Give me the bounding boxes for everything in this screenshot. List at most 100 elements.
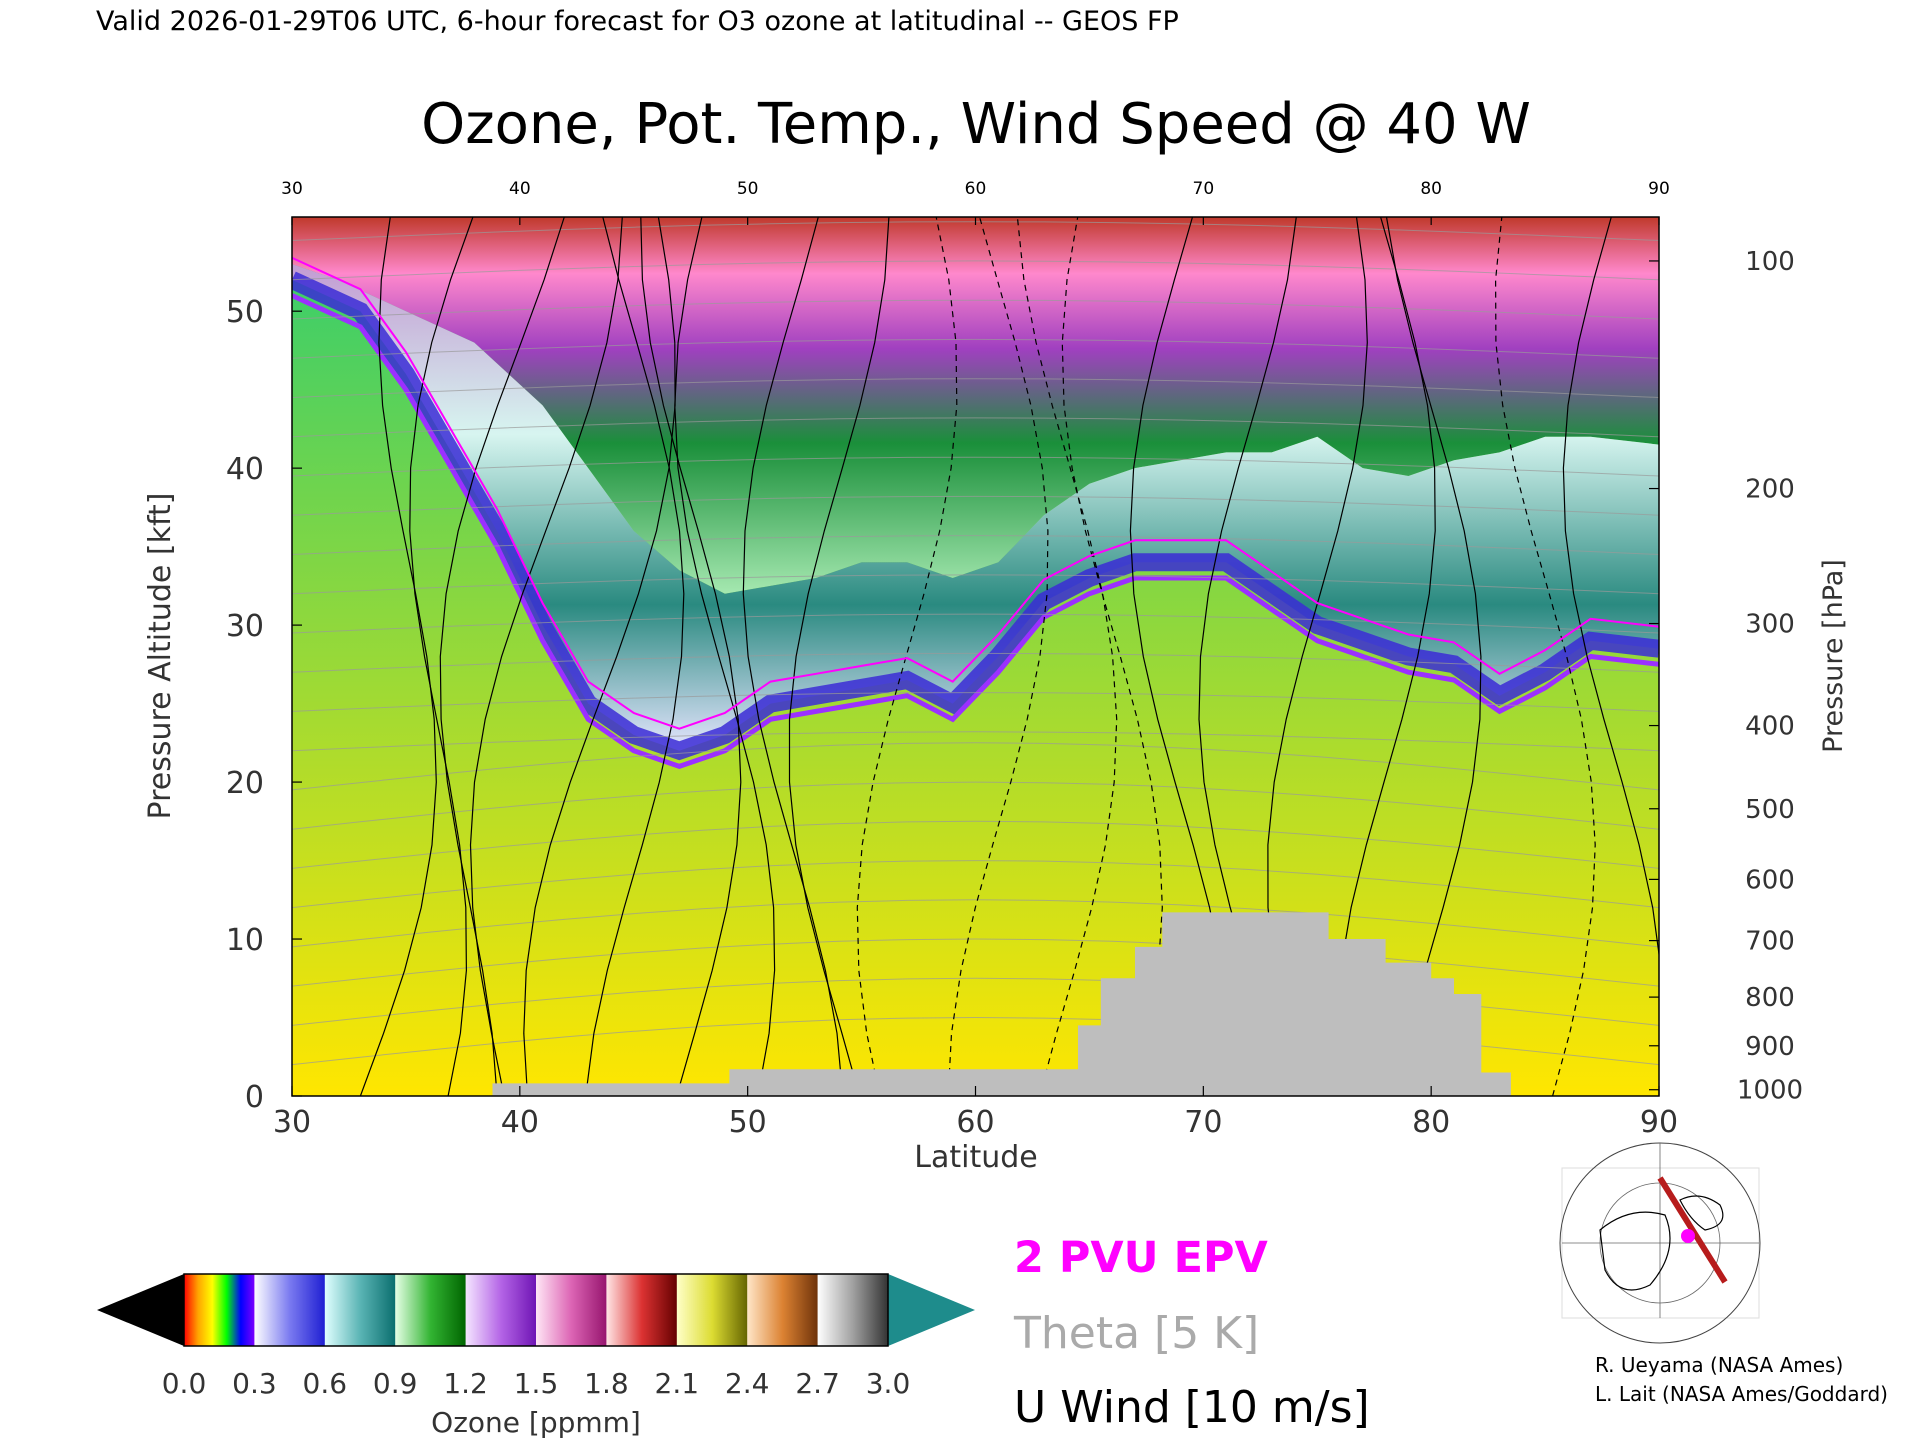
credit-line-1: R. Ueyama (NASA Ames) <box>1595 1353 1843 1377</box>
top-tick-label: 90 <box>1648 179 1670 199</box>
theta-contours <box>292 221 1659 1066</box>
pressure-tick-label: 600 <box>1745 865 1795 895</box>
y-tick-label: 0 <box>245 1080 264 1115</box>
pressure-tick-label: 700 <box>1745 927 1795 957</box>
colorbar-label: Ozone [ppmm] <box>431 1406 641 1439</box>
x-tick-label: 40 <box>501 1105 539 1140</box>
theta-contour <box>292 535 1659 555</box>
u-wind-contour <box>640 217 742 1096</box>
colorbar-under-arrow <box>97 1274 184 1346</box>
y-tick-label: 20 <box>226 766 264 801</box>
pressure-tick-label: 200 <box>1745 475 1795 505</box>
valid-line: Valid 2026-01-29T06 UTC, 6-hour forecast… <box>96 6 1179 37</box>
top-tick-label: 60 <box>965 179 987 199</box>
theta-contour <box>292 860 1659 909</box>
x-tick-label: 60 <box>956 1105 994 1140</box>
tropopause-violet-edge <box>292 293 1659 770</box>
u-wind-contour <box>439 217 565 1096</box>
theta-contour <box>292 781 1659 830</box>
left-axis: 0 10 20 30 40 50 <box>226 295 302 1115</box>
pressure-tick-label: 300 <box>1745 610 1795 640</box>
colorbar-segment <box>606 1274 678 1346</box>
location-marker <box>1681 1229 1695 1243</box>
top-tick-label: 30 <box>281 179 303 199</box>
u-wind-contour <box>409 217 474 1096</box>
colorbar-tick-label: 0.3 <box>232 1367 277 1400</box>
inset-map <box>1559 1142 1761 1344</box>
u-wind-contour <box>788 217 890 1096</box>
colorbar-tick-label: 3.0 <box>866 1367 911 1400</box>
theta-contour <box>292 378 1659 398</box>
colorbar-segment <box>395 1274 467 1346</box>
theta-contour <box>292 692 1659 712</box>
theta-contour <box>292 899 1659 948</box>
colorbar-tick-label: 2.1 <box>655 1367 700 1400</box>
u-wind-contour <box>742 217 844 1096</box>
ozone-colorbar: 0.0 0.3 0.6 0.9 1.2 1.5 1.8 2.1 2.4 2.7 3.0 Ozone … <box>97 1273 975 1439</box>
y-axis-label-right: Pressure [hPa] <box>1818 559 1849 753</box>
colorbar-over-arrow <box>888 1274 975 1346</box>
y-tick-label: 10 <box>226 923 264 958</box>
tropopause-ozone-gradient <box>292 271 1659 761</box>
y-axis-label-left: Pressure Altitude [kft] <box>143 493 178 820</box>
map-coastlines <box>1599 1211 1671 1291</box>
colorbar-tick-label: 2.4 <box>725 1367 770 1400</box>
colorbar-segment <box>747 1274 819 1346</box>
theta-contour <box>292 574 1659 595</box>
y-tick-label: 30 <box>226 609 264 644</box>
theta-contour <box>292 652 1659 673</box>
x-tick-label: 90 <box>1640 1105 1678 1140</box>
pressure-tick-label: 400 <box>1745 712 1795 742</box>
u-wind-contour <box>856 217 958 1096</box>
cross-section-track <box>1657 1176 1728 1284</box>
colorbar-tick-label: 1.8 <box>584 1367 629 1400</box>
colorbar-tick-label: 2.7 <box>795 1367 840 1400</box>
upper-stratosphere-band <box>292 217 1659 594</box>
terrain-mask <box>292 912 1659 1096</box>
u-wind-contour <box>359 217 437 1096</box>
colorbar-frame <box>183 1273 889 1347</box>
theta-contour <box>292 338 1659 359</box>
top-tick-label: 40 <box>509 179 531 199</box>
theta-contour <box>292 495 1659 516</box>
pressure-tick-label: 1000 <box>1737 1076 1803 1106</box>
top-axis: 30 40 50 60 70 80 90 <box>281 179 1670 225</box>
legend-epv: 2 PVU EPV <box>1014 1233 1268 1283</box>
x-tick-label: 50 <box>729 1105 767 1140</box>
theta-contour <box>292 260 1659 281</box>
theta-contour <box>292 456 1659 477</box>
epv-2pvu-contour <box>292 256 1659 730</box>
u-wind-contour <box>947 217 1049 1096</box>
credit-line-2: L. Lait (NASA Ames/Goddard) <box>1595 1382 1888 1406</box>
x-axis-label: Latitude <box>914 1140 1037 1175</box>
stratosphere-band <box>292 264 1659 751</box>
colorbar-segment <box>817 1274 889 1346</box>
colorbar-segment <box>184 1274 255 1346</box>
plot-area <box>292 217 1659 1096</box>
y-tick-label: 40 <box>226 452 264 487</box>
chart-title: Ozone, Pot. Temp., Wind Speed @ 40 W <box>421 92 1531 157</box>
u-wind-contour <box>469 217 623 1096</box>
theta-contour <box>292 299 1659 320</box>
colorbar-segment <box>536 1274 607 1346</box>
top-tick-label: 50 <box>737 179 759 199</box>
colorbar-tick-label: 0.0 <box>162 1367 207 1400</box>
pressure-tick-label: 800 <box>1745 983 1795 1013</box>
theta-contour <box>292 742 1659 791</box>
bottom-axis: 30 40 50 60 70 80 90 <box>273 1086 1678 1140</box>
u-wind-contour <box>585 217 685 1096</box>
u-wind-contour <box>1016 217 1118 1096</box>
colorbar-segment <box>465 1274 537 1346</box>
colorbar-segment <box>676 1274 748 1346</box>
right-axis: 100 200 300 400 500 600 700 800 900 1000 <box>1649 247 1803 1106</box>
top-tick-label: 70 <box>1193 179 1215 199</box>
legend-theta: Theta [5 K] <box>1013 1308 1259 1359</box>
pressure-tick-label: 100 <box>1745 247 1795 277</box>
y-tick-label: 50 <box>226 295 264 330</box>
colorbar-tick-label: 1.2 <box>443 1367 488 1400</box>
theta-contour <box>292 731 1659 752</box>
pressure-tick-label: 500 <box>1745 795 1795 825</box>
x-tick-label: 70 <box>1184 1105 1222 1140</box>
colorbar-tick-label: 1.5 <box>514 1367 559 1400</box>
